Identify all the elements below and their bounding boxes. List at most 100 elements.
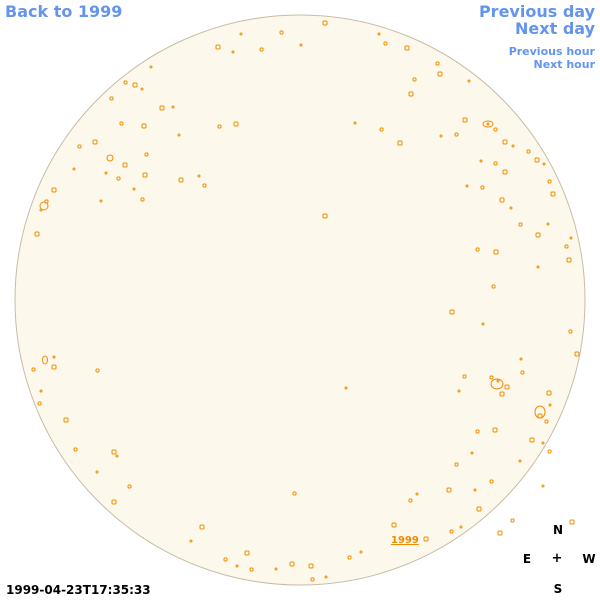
feature-contour [377, 32, 381, 36]
feature-contour [569, 519, 575, 525]
next-hour-link[interactable]: Next hour [533, 58, 596, 71]
feature-contour [310, 577, 315, 582]
feature-contour [289, 561, 295, 567]
feature-contour [518, 459, 522, 463]
feature-cluster [106, 154, 114, 162]
feature-contour [159, 105, 165, 111]
feature-contour [104, 171, 108, 175]
feature-contour [95, 470, 99, 474]
feature-contour [423, 536, 429, 542]
feature-contour [199, 524, 205, 530]
feature-contour [526, 149, 531, 154]
feature-contour [470, 451, 474, 455]
feature-contour [322, 213, 328, 219]
feature-contour [144, 152, 149, 157]
feature-cluster [482, 120, 494, 128]
feature-contour [541, 484, 545, 488]
feature-contour [492, 427, 498, 433]
feature-contour [457, 389, 461, 393]
feature-contour [274, 567, 278, 571]
feature-cluster [534, 405, 546, 419]
feature-contour [140, 197, 145, 202]
feature-cluster [490, 378, 504, 390]
feature-contour [202, 183, 207, 188]
feature-contour [397, 140, 403, 146]
feature-contour [454, 462, 459, 467]
feature-contour [383, 41, 388, 46]
next-day-link[interactable]: Next day [515, 19, 595, 38]
feature-contour [486, 122, 490, 126]
feature-contour [171, 105, 175, 109]
feature-contour [547, 449, 552, 454]
feature-contour [197, 174, 201, 178]
feature-contour [497, 530, 503, 536]
feature-contour [77, 144, 82, 149]
feature-contour [542, 162, 546, 166]
feature-contour [475, 247, 480, 252]
feature-contour [95, 368, 100, 373]
previous-day-link[interactable]: Previous day [478, 2, 595, 21]
feature-contour [408, 91, 414, 97]
feature-contour [462, 374, 467, 379]
compass-north: N [552, 523, 564, 537]
feature-contour [215, 44, 221, 50]
feature-contour [347, 555, 352, 560]
feature-cluster [42, 355, 48, 365]
feature-contour [489, 479, 494, 484]
feature-contour [279, 30, 284, 35]
feature-contour [550, 191, 556, 197]
feature-contour [119, 121, 124, 126]
feature-contour [502, 139, 508, 145]
feature-contour [72, 167, 76, 171]
feature-contour [111, 499, 117, 505]
feature-contour [37, 401, 42, 406]
feature-contour [518, 222, 523, 227]
feature-contour [34, 231, 40, 237]
feature-contour [99, 199, 103, 203]
feature-contour [489, 375, 494, 380]
feature-contour [223, 557, 228, 562]
back-to-year-link[interactable]: Back to 1999 [5, 2, 123, 21]
feature-contour [491, 284, 496, 289]
feature-contour [541, 441, 545, 445]
feature-contour [31, 367, 36, 372]
feature-contour [481, 322, 485, 326]
feature-contour [149, 65, 153, 69]
feature-contour [534, 157, 540, 163]
disk-year-link[interactable]: 1999 [391, 535, 419, 546]
feature-contour [235, 564, 239, 568]
feature-contour [127, 484, 132, 489]
feature-contour [566, 257, 572, 263]
feature-contour [249, 567, 254, 572]
feature-contour [509, 206, 513, 210]
previous-hour-link[interactable]: Previous hour [508, 45, 595, 58]
feature-contour [344, 386, 348, 390]
active-region-contours [31, 20, 580, 582]
feature-contour [546, 390, 552, 396]
feature-contour [480, 185, 485, 190]
feature-contour [415, 492, 419, 496]
feature-contour [476, 506, 482, 512]
feature-contour [51, 364, 57, 370]
feature-contour [569, 236, 573, 240]
feature-contour [359, 550, 363, 554]
compass-center: + [551, 551, 563, 566]
compass-south: S [553, 582, 563, 596]
compass-east: E [522, 552, 532, 566]
feature-contour [132, 187, 136, 191]
feature-contour [536, 265, 540, 269]
feature-contour [502, 169, 508, 175]
feature-contour [462, 117, 468, 123]
feature-contour [39, 389, 43, 393]
feature-contour [493, 127, 498, 132]
sun-disk [14, 14, 586, 586]
feature-contour [446, 487, 452, 493]
feature-contour [574, 351, 580, 357]
feature-contour [493, 249, 499, 255]
feature-contour [510, 518, 515, 523]
feature-contour [353, 121, 357, 125]
feature-contour [142, 172, 148, 178]
feature-contour [504, 384, 510, 390]
